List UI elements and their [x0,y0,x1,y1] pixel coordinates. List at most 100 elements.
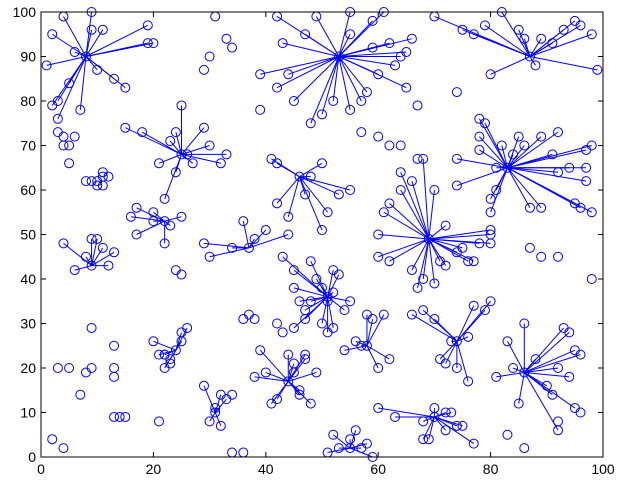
cluster-link [153,211,165,222]
data-point [463,376,474,387]
data-point [384,38,395,49]
data-point [300,189,311,200]
data-point [586,274,597,284]
data-point [47,434,58,445]
cluster-link [456,305,475,342]
data-point [451,363,462,373]
data-point [513,24,524,35]
cluster-link [529,24,581,57]
data-point [468,300,479,311]
data-point [288,96,299,106]
data-point [418,434,429,445]
cluster-link [125,127,182,155]
cluster-center-point [176,149,187,160]
data-point [288,282,299,293]
cluster-link [214,412,222,427]
data-point [564,371,575,382]
data-point [373,363,384,373]
cluster-center-point [333,51,344,62]
data-point [58,131,69,142]
data-point [69,265,80,276]
data-point [384,354,395,365]
cluster-link [321,56,340,115]
data-point [305,171,316,182]
cluster-link [479,149,508,169]
cluster-link [338,56,396,66]
data-point [485,296,496,307]
cluster-link [287,380,312,404]
data-point [440,425,451,436]
cluster-link [523,332,570,373]
cluster-link [46,56,87,66]
cluster-link [529,38,542,57]
cluster-link [507,167,559,173]
cluster-link [276,56,340,89]
data-point [553,251,564,262]
data-point [390,411,401,422]
data-point [536,33,547,44]
cluster-center-point [86,260,97,271]
cluster-link [428,225,446,240]
data-point [109,73,120,84]
cluster-link [327,291,334,298]
cluster-center-point [519,367,530,378]
data-point [41,60,52,71]
cluster-center-point [283,376,294,387]
cluster-link [338,11,351,57]
cluster-link [141,131,182,155]
cluster-link [506,136,520,168]
data-point [530,60,541,71]
data-point [288,367,299,378]
data-point [131,202,142,213]
cluster-link [389,238,430,262]
cluster-link [428,189,435,240]
cluster-link [85,42,148,57]
data-point [92,233,103,244]
data-point [317,109,327,120]
cluster-link [411,180,430,240]
data-point [204,51,215,62]
data-point [547,389,558,400]
data-point [283,349,294,360]
cluster-link [524,349,576,373]
data-point [558,24,569,35]
data-point [305,256,316,267]
data-point [440,407,451,418]
data-point [58,238,69,249]
cluster-link [175,332,182,351]
cluster-link [378,407,435,418]
cluster-link [51,33,87,57]
data-point [260,367,271,378]
data-point [378,207,389,218]
cluster-link [265,371,289,382]
cluster-link [389,202,430,240]
cluster-link [501,11,531,57]
y-tick-label: 40 [20,271,36,287]
data-point [339,305,350,316]
data-point [109,247,120,258]
data-point [479,20,490,31]
data-point [52,113,63,124]
data-point [249,371,260,382]
data-point [165,358,176,369]
cluster-link [428,238,463,249]
data-point [328,322,339,333]
cluster-link [293,287,328,298]
data-point [283,211,294,222]
cluster-link [299,176,323,231]
cluster-center-point [345,443,356,454]
data-point [474,144,485,155]
data-point [367,42,378,53]
data-point [148,38,159,49]
cluster-link [378,234,429,240]
data-point [137,127,148,138]
cluster-link [338,56,351,111]
cluster-center-point [294,171,305,182]
cluster-link [85,29,104,57]
data-point [182,149,193,160]
data-point [384,140,395,151]
data-point [345,185,356,195]
cluster-link [293,56,340,102]
data-point [227,242,238,253]
